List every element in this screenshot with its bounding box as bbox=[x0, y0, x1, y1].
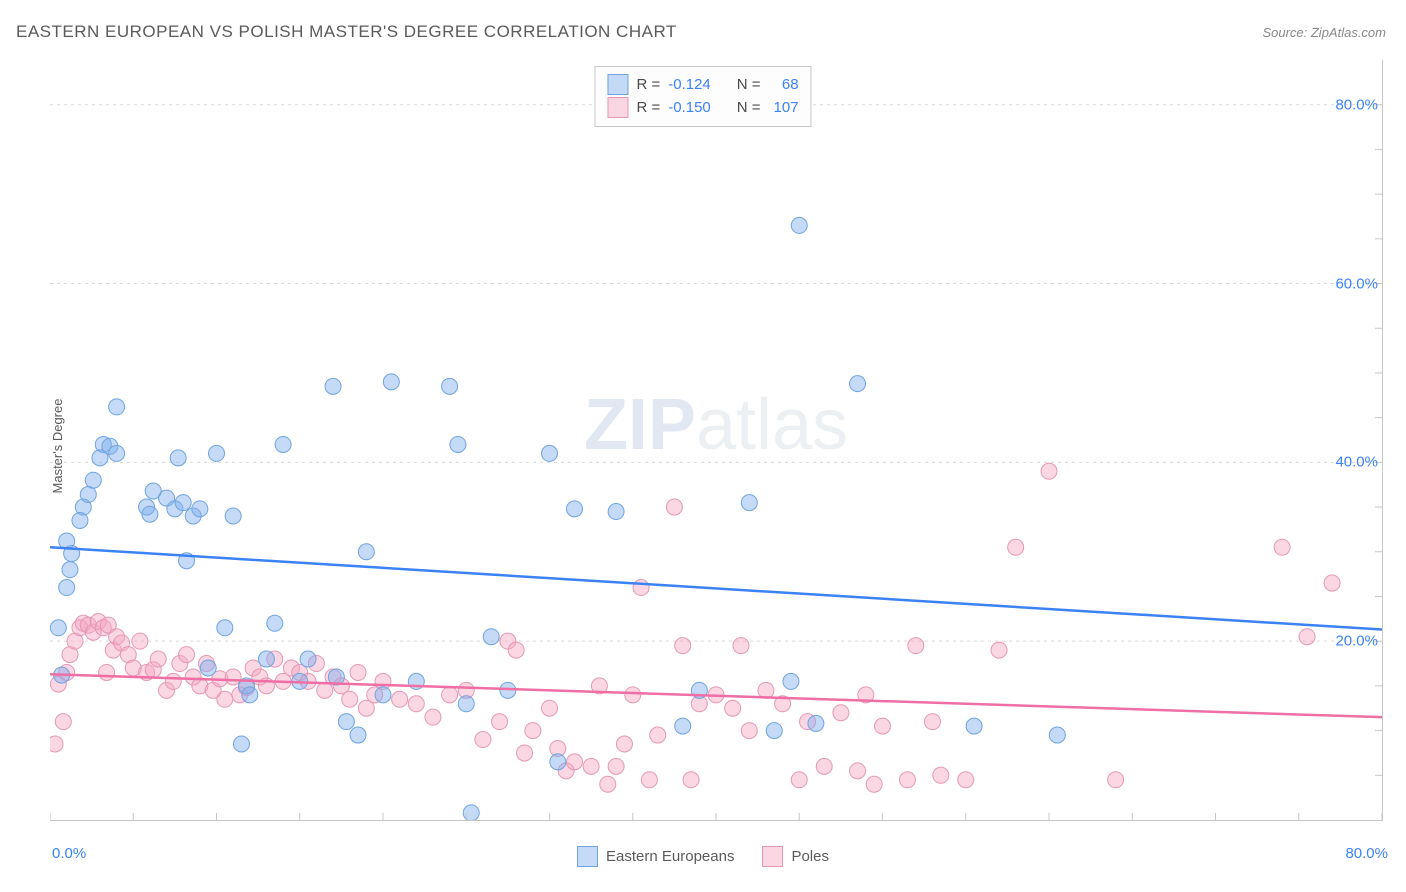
source-prefix: Source: bbox=[1262, 25, 1310, 40]
legend-n-label: N = bbox=[737, 99, 761, 116]
legend-r-label: R = bbox=[636, 76, 660, 93]
x-tick-0: 0.0% bbox=[52, 845, 86, 862]
correlation-legend: R = -0.124 N = 68 R = -0.150 N = 107 bbox=[594, 66, 811, 127]
legend-r-value-1: -0.150 bbox=[668, 99, 711, 116]
legend-row-0: R = -0.124 N = 68 bbox=[607, 74, 798, 95]
y-tick-1: 40.0% bbox=[1335, 454, 1378, 471]
legend-n-value-0: 68 bbox=[769, 76, 799, 93]
legend-r-value-0: -0.124 bbox=[668, 76, 711, 93]
y-tick-3: 80.0% bbox=[1335, 96, 1378, 113]
series-legend: Eastern Europeans Poles bbox=[577, 846, 829, 867]
legend-item-0: Eastern Europeans bbox=[577, 846, 734, 867]
y-tick-0: 20.0% bbox=[1335, 633, 1378, 650]
legend-label-0: Eastern Europeans bbox=[606, 848, 734, 865]
legend-row-1: R = -0.150 N = 107 bbox=[607, 97, 798, 118]
chart-title: EASTERN EUROPEAN VS POLISH MASTER'S DEGR… bbox=[16, 22, 677, 42]
x-tick-1: 80.0% bbox=[1345, 845, 1388, 862]
y-tick-2: 60.0% bbox=[1335, 275, 1378, 292]
legend-n-value-1: 107 bbox=[769, 99, 799, 116]
legend-label-1: Poles bbox=[791, 848, 829, 865]
legend-swatch-0-b bbox=[577, 846, 598, 867]
chart-svg bbox=[50, 60, 1382, 820]
legend-swatch-1-b bbox=[762, 846, 783, 867]
source-link[interactable]: ZipAtlas.com bbox=[1311, 25, 1386, 40]
source-attribution: Source: ZipAtlas.com bbox=[1262, 25, 1386, 40]
legend-r-label: R = bbox=[636, 99, 660, 116]
legend-swatch-0 bbox=[607, 74, 628, 95]
legend-swatch-1 bbox=[607, 97, 628, 118]
legend-n-label: N = bbox=[737, 76, 761, 93]
plot-area: ZIPatlas bbox=[50, 60, 1383, 821]
legend-item-1: Poles bbox=[762, 846, 829, 867]
